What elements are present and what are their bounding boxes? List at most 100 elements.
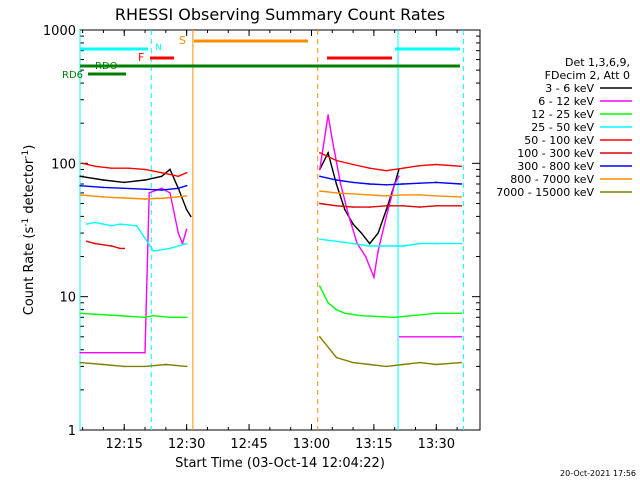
data-point-4-1-0 <box>319 151 321 154</box>
data-point-1-1-1 <box>327 114 329 116</box>
data-point-6-1-4 <box>385 184 388 186</box>
data-point-6-0-1 <box>102 186 105 189</box>
data-point-1-0-2 <box>148 192 150 194</box>
data-point-5-1-0 <box>319 202 321 205</box>
annotation-f: F <box>138 51 144 64</box>
data-point-3-1-5 <box>402 245 404 247</box>
data-point-6-0-0 <box>79 184 81 187</box>
series-line-0-0 <box>79 168 192 217</box>
data-point-5-1-1 <box>335 205 338 207</box>
data-point-2-1-7 <box>460 312 463 315</box>
data-point-6-1-7 <box>435 181 438 184</box>
data-point-6-1-0 <box>319 175 321 178</box>
data-point-2-0-2 <box>152 314 155 317</box>
legend-label-8: 7000 - 15000 keV <box>496 186 594 199</box>
data-point-4-1-2 <box>352 163 354 166</box>
data-point-7-1-2 <box>352 193 354 195</box>
data-point-3-1-8 <box>460 242 463 245</box>
data-point-0-0-2 <box>123 181 126 184</box>
data-point-4-1-7 <box>435 163 438 166</box>
data-point-1-1-6 <box>364 255 367 258</box>
legend-header-1: Det 1,3,6,9, <box>565 56 630 69</box>
annotation-bars: N F S RDO RD6 <box>62 34 460 81</box>
data-point-0-0-3 <box>144 179 146 181</box>
data-point-3-1-0 <box>319 238 321 240</box>
data-point-0-0-4 <box>160 175 163 178</box>
data-point-2-1-3 <box>343 312 346 315</box>
data-point-6-1-2 <box>352 181 354 184</box>
x-tick-label-3: 13:00 <box>293 437 330 452</box>
data-point-1-1-11 <box>398 175 400 178</box>
data-point-3-0-2 <box>102 223 105 225</box>
data-point-0-1-6 <box>368 242 371 245</box>
data-point-8-0-5 <box>185 365 188 368</box>
data-point-1-1-9 <box>385 215 388 218</box>
series-line-5-1 <box>319 202 462 208</box>
legend-label-1: 6 - 12 keV <box>538 95 594 108</box>
data-point-0-0-5 <box>169 168 171 171</box>
data-point-4-0-7 <box>185 171 188 174</box>
data-point-5-1-6 <box>418 206 421 208</box>
data-point-4-0-2 <box>110 167 113 169</box>
data-point-0-1-1 <box>327 151 329 154</box>
y-label-sup1: -1 <box>21 218 31 227</box>
data-point-4-1-8 <box>460 165 463 168</box>
data-point-5-0-4 <box>123 247 126 250</box>
data-point-3-0-5 <box>135 225 138 227</box>
data-point-1-0-3 <box>160 187 163 190</box>
data-point-5-1-7 <box>435 205 438 207</box>
series-line-4-1 <box>319 152 462 172</box>
y-label-end: ) <box>22 145 37 150</box>
data-point-4-0-6 <box>177 175 180 178</box>
data-point-7-0-1 <box>102 196 105 198</box>
data-point-6-0-3 <box>144 188 146 190</box>
data-point-7-0-5 <box>185 195 188 197</box>
data-point-3-0-8 <box>185 242 188 245</box>
annotation-rdo: RDO <box>95 61 118 72</box>
data-point-8-1-7 <box>435 363 438 366</box>
data-point-0-0-1 <box>102 179 105 181</box>
series-line-5-0 <box>86 240 125 250</box>
data-point-1-0-0 <box>79 351 81 354</box>
y-axis-label: Count Rate (s-1 detector-1) <box>21 145 37 316</box>
data-point-5-1-3 <box>368 206 371 208</box>
data-point-2-1-2 <box>335 308 338 311</box>
data-point-2-1-1 <box>327 301 329 304</box>
data-point-1-0-1 <box>144 351 146 354</box>
data-point-7-1-5 <box>402 194 404 196</box>
data-point-3-1-6 <box>418 242 421 245</box>
data-point-0-1-2 <box>335 183 338 185</box>
data-point-1-1-2 <box>331 139 334 141</box>
data-point-5-1-2 <box>352 206 354 208</box>
legend-label-4: 50 - 100 keV <box>524 134 594 147</box>
annotation-n: N <box>155 43 162 53</box>
data-point-3-0-1 <box>94 221 96 224</box>
x-tick-label-5: 13:30 <box>418 437 455 452</box>
data-point-7-0-2 <box>123 197 126 199</box>
data-point-8-1-8 <box>460 361 463 364</box>
data-point-8-1-6 <box>418 361 421 364</box>
data-point-1-0-7 <box>185 228 188 231</box>
data-point-0-1-7 <box>377 232 379 234</box>
y-tick-label-3: 1000 <box>43 24 76 39</box>
vertical-markers <box>79 30 464 430</box>
data-point-5-0-2 <box>110 245 113 247</box>
data-point-5-1-5 <box>402 205 404 207</box>
data-point-6-0-4 <box>160 189 163 191</box>
data-point-2-1-5 <box>393 316 396 319</box>
data-point-8-1-1 <box>335 356 338 359</box>
data-point-8-0-3 <box>144 365 146 368</box>
data-point-0-0-7 <box>185 208 188 211</box>
data-point-5-1-8 <box>460 205 463 207</box>
chart-title: RHESSI Observing Summary Count Rates <box>115 5 445 24</box>
legend-label-3: 25 - 50 keV <box>531 121 594 134</box>
data-point-4-0-5 <box>160 171 163 174</box>
data-point-7-0-3 <box>144 198 146 200</box>
data-point-4-1-6 <box>418 164 421 167</box>
annotation-s: S <box>179 34 186 47</box>
series-group <box>79 114 463 368</box>
data-point-4-0-4 <box>144 168 146 171</box>
series-line-1-0 <box>80 187 188 354</box>
x-tick-label-0: 12:15 <box>105 437 142 452</box>
